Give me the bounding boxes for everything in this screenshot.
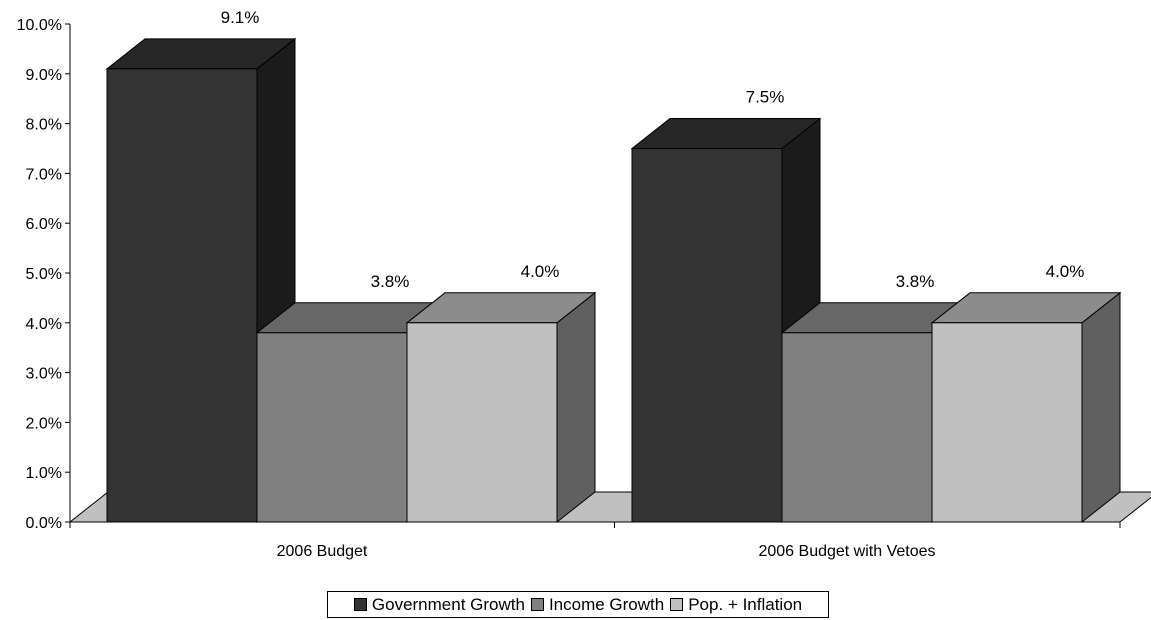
y-tick-label: 3.0% [26,366,62,383]
data-label-pop-inflation-2006-budget: 4.0% [521,262,560,281]
bar-income-growth-2006-budget-front [256,332,408,523]
y-tick-label: 4.0% [26,316,62,333]
legend-item-pop-inflation: Pop. + Inflation [670,595,802,615]
y-tick-label: 6.0% [26,216,62,233]
bar-government-growth-2006-budget-with-vetoes-front [631,148,783,523]
y-tick-label: 10.0% [17,17,62,34]
y-tick-label: 0.0% [26,515,62,532]
y-tick-label: 7.0% [26,166,62,183]
bar-pop-inflation-2006-budget-with-vetoes [930,291,1122,524]
legend-item-government-growth: Government Growth [353,594,525,615]
legend-swatch-government-growth [353,598,367,611]
x-category-label-2006-budget-with-vetoes: 2006 Budget with Vetoes [758,543,935,560]
data-label-government-growth-2006-budget: 9.1% [221,8,260,27]
y-tick-label: 9.0% [26,67,62,84]
bar-pop-inflation-2006-budget [405,291,597,524]
bar-pop-inflation-2006-budget-with-vetoes-side [1081,291,1121,524]
bar-government-growth-2006-budget-with-vetoes [630,117,822,524]
bar-chart: 0.0% 1.0% 2.0% 3.0% 4.0% 5.0% 6.0% 7.0% 8.0% 9.0%… [17,8,1151,560]
bar-pop-inflation-2006-budget-side [556,291,596,524]
bar-government-growth-2006-budget [105,37,297,524]
bar-pop-inflation-2006-budget-front [406,322,558,523]
y-tick-label: 2.0% [26,415,62,432]
data-label-pop-inflation-2006-budget-with-vetoes: 4.0% [1046,262,1085,281]
legend-swatch-pop-inflation [670,598,684,611]
y-tick-label: 8.0% [26,117,62,134]
y-tick-label: 1.0% [26,465,62,482]
bar-government-growth-2006-budget-front [106,68,258,523]
legend-label-income-growth: Income Growth [548,594,665,614]
legend-item-income-growth: Income Growth [530,594,665,615]
legend-label-pop-inflation: Pop. + Inflation [688,594,803,614]
data-label-income-growth-2006-budget-with-vetoes: 3.8% [896,272,935,291]
bar-income-growth-2006-budget-with-vetoes-front [781,332,933,523]
legend-label-government-growth: Government Growth [371,594,525,614]
legend: Government Growth Income Growth Pop. + I… [327,591,829,618]
x-category-label-2006-budget: 2006 Budget [277,543,368,560]
data-label-income-growth-2006-budget: 3.8% [371,272,410,291]
bar-pop-inflation-2006-budget-with-vetoes-front [931,322,1083,523]
y-tick-label: 5.0% [26,266,62,283]
legend-swatch-income-growth [530,598,544,611]
data-label-government-growth-2006-budget-with-vetoes: 7.5% [746,88,785,107]
